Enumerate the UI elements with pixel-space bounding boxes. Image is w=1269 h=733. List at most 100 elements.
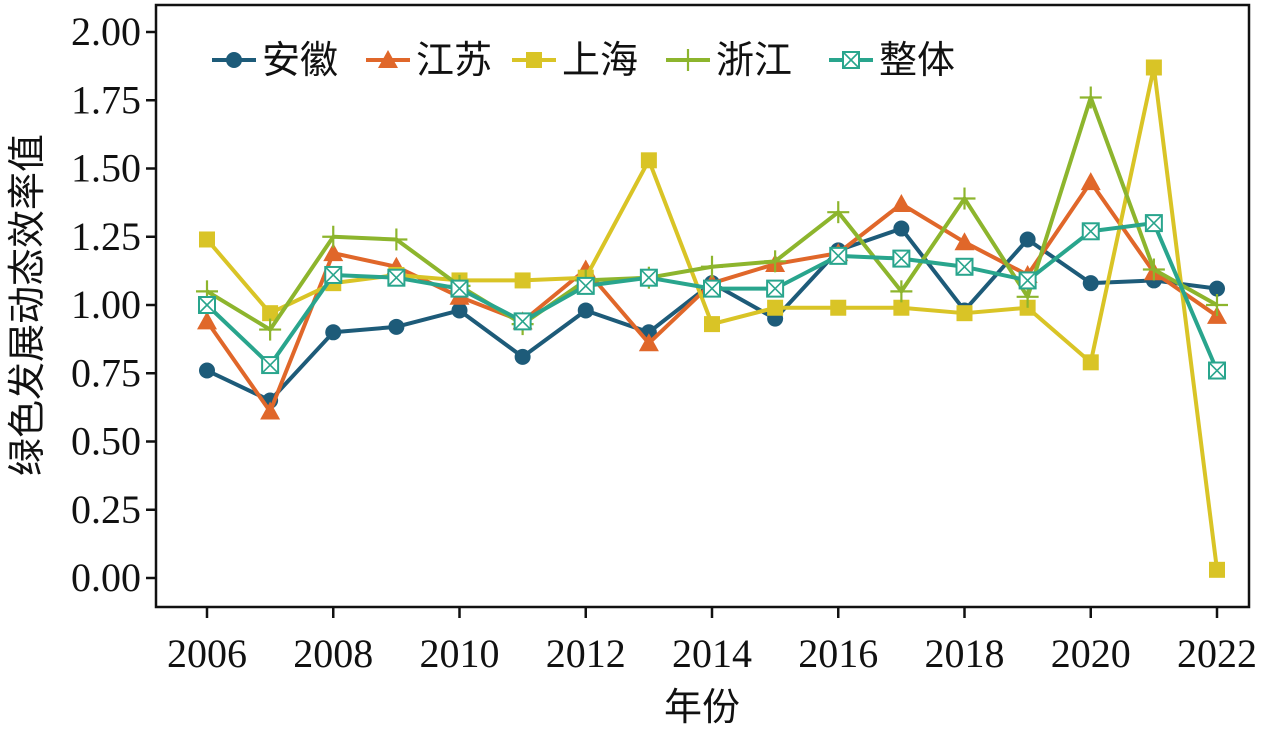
marker-x-b (324, 266, 342, 284)
legend-marker (378, 50, 398, 68)
legend-item: 浙江 (666, 38, 792, 82)
y-axis: 2.00 1.75 1.50 1.25 1.00 0.75 0.50 0.25 0.00 (71, 9, 156, 600)
x-tick-label: 2016 (798, 631, 878, 676)
data-point (955, 257, 974, 276)
marker-x-b (1019, 271, 1037, 289)
data-point (514, 272, 531, 289)
marker-x-b (577, 277, 595, 295)
x-tick-label: 2022 (1177, 631, 1257, 676)
data-point (890, 280, 913, 303)
data-point (1081, 222, 1100, 241)
y-tick-label: 1.50 (71, 146, 141, 191)
data-point (1206, 294, 1228, 316)
data-point (829, 246, 848, 265)
y-tick-label: 0.00 (71, 555, 141, 600)
data-point (830, 299, 847, 316)
x-tick-label: 2012 (546, 631, 626, 676)
series-5 (198, 214, 1226, 380)
legend-label: 安徽 (262, 38, 338, 82)
x-tick-label: 2006 (167, 631, 247, 676)
data-point (1018, 271, 1037, 290)
x-tick-label: 2018 (925, 631, 1005, 676)
series-layer (196, 59, 1228, 578)
legend-item: 上海 (512, 38, 638, 82)
y-axis-title: 绿色发展动态效率值 (5, 134, 49, 476)
series-4 (196, 86, 1228, 341)
marker-x-b (829, 247, 847, 265)
x-tick-label: 2008 (293, 631, 373, 676)
data-point (764, 250, 787, 273)
data-point (388, 318, 405, 335)
x-tick-label: 2014 (672, 631, 752, 676)
data-point (451, 302, 468, 319)
y-tick-label: 1.75 (71, 77, 141, 122)
marker-x-b (842, 51, 860, 69)
marker-x-b (640, 269, 658, 287)
data-point (954, 232, 975, 251)
y-tick-label: 1.00 (71, 282, 141, 327)
marker-x-b (261, 356, 279, 374)
legend-item: 江苏 (366, 38, 492, 82)
data-point (198, 296, 216, 314)
data-point (1016, 285, 1039, 308)
data-point (638, 333, 659, 352)
data-point (1209, 280, 1225, 297)
marker-x-b (892, 250, 910, 268)
legend-label: 江苏 (416, 38, 492, 82)
x-tick-label: 2020 (1051, 631, 1131, 676)
marker-x-b (198, 296, 216, 314)
y-tick-label: 0.25 (71, 487, 141, 532)
data-point (323, 243, 344, 262)
data-point (576, 276, 595, 295)
data-point (1145, 59, 1162, 76)
data-point (1082, 354, 1099, 371)
data-point (325, 324, 342, 341)
marker-x-b (1145, 214, 1163, 232)
y-tick-label: 0.75 (71, 350, 141, 395)
y-tick-label: 2.00 (71, 9, 141, 54)
data-point (1144, 214, 1163, 233)
data-point (1082, 275, 1099, 292)
data-point (1080, 172, 1101, 191)
data-point (513, 312, 532, 331)
series-line (206, 226, 1218, 403)
data-point (324, 265, 343, 284)
data-point (1209, 561, 1225, 578)
data-point (639, 268, 658, 287)
legend-marker (677, 49, 699, 71)
data-point (322, 225, 345, 248)
data-point (199, 231, 215, 248)
data-point (891, 193, 912, 212)
data-point (261, 356, 280, 375)
marker-x-b (450, 280, 469, 298)
y-tick-label: 0.50 (71, 419, 141, 464)
legend-item: 安徽 (212, 38, 338, 82)
series-3 (199, 59, 1225, 578)
x-tick-label: 2010 (420, 631, 500, 676)
data-point (703, 279, 721, 298)
data-point (893, 299, 910, 316)
data-point (704, 316, 720, 333)
data-point (956, 305, 973, 322)
marker-x-b (387, 269, 405, 287)
data-point (1208, 361, 1226, 380)
data-point (387, 268, 406, 287)
data-point (767, 299, 784, 316)
data-point (953, 187, 976, 210)
data-point (701, 255, 723, 278)
data-point (199, 362, 215, 379)
legend-marker (526, 52, 542, 68)
data-point (450, 279, 469, 298)
marker-x-b (955, 258, 974, 276)
legend-item: 整体 (829, 38, 955, 82)
data-point (766, 279, 785, 298)
data-point (385, 228, 408, 251)
data-point (1079, 86, 1102, 109)
legend-label: 上海 (562, 38, 638, 82)
marker-x-b (1208, 361, 1226, 380)
data-point (262, 305, 279, 322)
data-point (640, 152, 657, 169)
marker-x-b (1082, 222, 1100, 240)
data-point (197, 311, 217, 330)
data-point (893, 220, 910, 237)
